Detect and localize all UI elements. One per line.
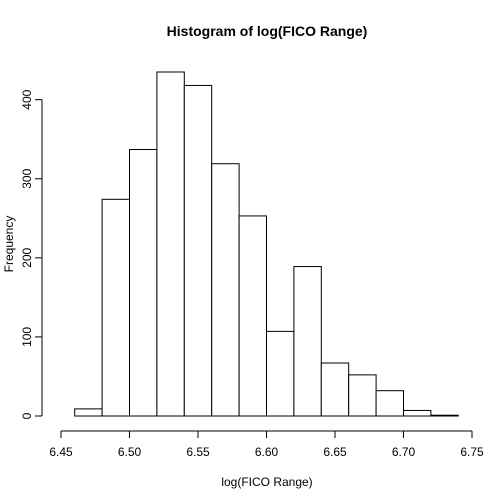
histogram-bar-13 (430, 414, 459, 417)
y-tick-label: 200 (20, 248, 34, 268)
histogram-bar-8 (293, 266, 322, 417)
x-tick-label: 6.70 (392, 445, 416, 459)
x-tick-label: 6.60 (255, 445, 279, 459)
histogram-bar-6 (238, 215, 268, 417)
histogram-bar-2 (129, 149, 158, 417)
histogram-bar-12 (403, 409, 432, 417)
x-tick-label: 6.55 (186, 445, 210, 459)
y-axis: 0 100 200 300 400 (20, 89, 43, 419)
histogram-bar-9 (320, 362, 350, 417)
histogram-bar-3 (156, 71, 185, 417)
x-tick-label: 6.75 (460, 445, 484, 459)
y-tick-label: 0 (20, 412, 34, 419)
x-tick-label: 6.50 (118, 445, 142, 459)
chart-title: Histogram of log(FICO Range) (167, 23, 368, 39)
histogram-bar-5 (211, 163, 240, 417)
x-axis-label: log(FICO Range) (221, 475, 312, 489)
y-axis-label: Frequency (2, 216, 16, 273)
x-axis: 6.45 6.50 6.55 6.60 6.65 6.70 6.75 (49, 430, 484, 459)
x-tick-label: 6.65 (323, 445, 347, 459)
bars-group (74, 71, 459, 417)
y-tick-label: 400 (20, 89, 34, 109)
histogram-bar-7 (266, 330, 295, 417)
y-tick-label: 100 (20, 327, 34, 347)
histogram-bar-4 (183, 84, 213, 417)
y-tick-label: 300 (20, 168, 34, 188)
histogram-bar-10 (348, 374, 377, 417)
histogram-bar-0 (74, 408, 103, 417)
histogram-bar-1 (101, 198, 130, 417)
histogram-bar-11 (375, 390, 405, 417)
x-tick-label: 6.45 (49, 445, 73, 459)
